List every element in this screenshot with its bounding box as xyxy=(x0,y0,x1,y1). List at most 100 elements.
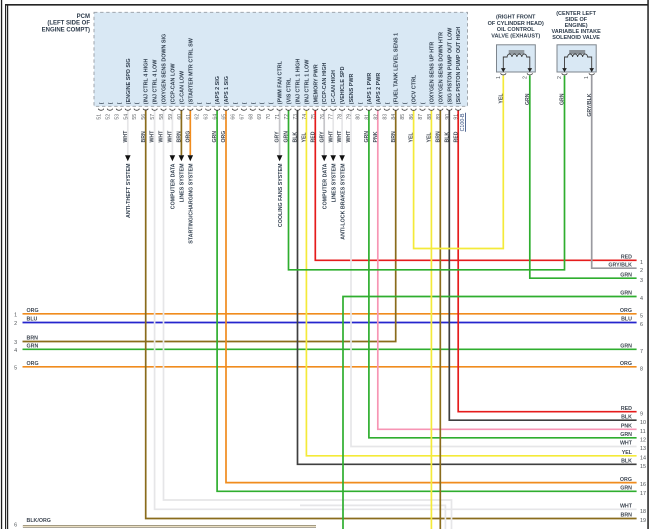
svg-text:(: ( xyxy=(197,102,203,104)
svg-text:GRN: GRN xyxy=(212,131,218,143)
svg-text:5: 5 xyxy=(640,313,643,319)
svg-text:BRN: BRN xyxy=(177,131,183,142)
svg-text:BLK: BLK xyxy=(444,132,450,143)
svg-text:ANTI-LOCK BRAKES SYSTEM: ANTI-LOCK BRAKES SYSTEM xyxy=(340,163,346,240)
svg-text:BRN: BRN xyxy=(621,513,633,519)
svg-text:17: 17 xyxy=(640,491,646,497)
svg-text:64: 64 xyxy=(213,114,219,120)
svg-text:13: 13 xyxy=(640,446,646,452)
svg-text:GRN: GRN xyxy=(620,344,632,350)
svg-text:6: 6 xyxy=(14,523,17,529)
svg-text:3: 3 xyxy=(14,340,17,346)
svg-text:57: 57 xyxy=(150,114,156,120)
svg-text:88: 88 xyxy=(427,114,433,120)
svg-text:1: 1 xyxy=(496,76,502,79)
svg-text:(VEHICLE SPD: (VEHICLE SPD xyxy=(340,66,346,104)
svg-text:BRN: BRN xyxy=(141,131,147,142)
svg-text:(: ( xyxy=(108,102,114,104)
svg-text:(OXYGEN SENS DOWN SIG: (OXYGEN SENS DOWN SIG xyxy=(162,34,168,104)
svg-text:(STARTER MTR CTRL SW: (STARTER MTR CTRL SW xyxy=(188,37,194,104)
svg-text:(INJ CTRL 4 LOW: (INJ CTRL 4 LOW xyxy=(153,59,159,104)
svg-text:87: 87 xyxy=(418,114,424,120)
svg-text:59: 59 xyxy=(168,114,174,120)
svg-text:74: 74 xyxy=(302,114,308,120)
svg-text:BLK: BLK xyxy=(621,459,632,465)
svg-text:(: ( xyxy=(251,102,257,104)
svg-text:89: 89 xyxy=(436,114,442,120)
svg-text:GRY: GRY xyxy=(319,131,325,143)
svg-text:65: 65 xyxy=(222,114,228,120)
svg-text:58: 58 xyxy=(159,114,165,120)
svg-text:66: 66 xyxy=(230,114,236,120)
svg-text:3: 3 xyxy=(640,278,643,284)
svg-text:WHT: WHT xyxy=(123,130,129,143)
svg-text:81: 81 xyxy=(364,114,370,120)
svg-text:75: 75 xyxy=(311,114,317,120)
svg-text:GRN: GRN xyxy=(620,486,632,492)
svg-text:12: 12 xyxy=(640,437,646,443)
svg-text:(: ( xyxy=(242,102,248,104)
svg-text:(: ( xyxy=(233,102,239,104)
svg-text:GRN: GRN xyxy=(620,291,632,297)
svg-text:WHT: WHT xyxy=(337,130,343,143)
svg-text:YEL: YEL xyxy=(427,132,433,143)
svg-text:51: 51 xyxy=(97,114,103,120)
svg-text:2: 2 xyxy=(14,321,17,327)
svg-text:(: ( xyxy=(260,102,266,104)
svg-text:1: 1 xyxy=(14,312,17,318)
svg-text:VARIABLE INTAKE: VARIABLE INTAKE xyxy=(551,29,601,35)
svg-text:(: ( xyxy=(206,102,212,104)
svg-text:LINES SYSTEM: LINES SYSTEM xyxy=(180,163,186,202)
svg-text:68: 68 xyxy=(248,114,254,120)
svg-text:(SIG PISTON PUMP OUT HIGH: (SIG PISTON PUMP OUT HIGH xyxy=(456,27,462,104)
svg-text:BRN: BRN xyxy=(27,336,39,342)
svg-text:(INJ CTRL 1 HIGH: (INJ CTRL 1 HIGH xyxy=(296,59,302,105)
svg-text:(: ( xyxy=(385,102,391,104)
svg-text:2: 2 xyxy=(557,76,563,79)
svg-text:GRN: GRN xyxy=(27,344,39,350)
svg-text:YEL: YEL xyxy=(499,93,505,104)
svg-text:6: 6 xyxy=(640,322,643,328)
svg-text:77: 77 xyxy=(329,114,335,120)
svg-text:ANTI-THEFT SYSTEM: ANTI-THEFT SYSTEM xyxy=(126,163,132,218)
svg-text:WHT: WHT xyxy=(620,441,633,447)
svg-text:52: 52 xyxy=(105,114,111,120)
svg-text:67: 67 xyxy=(239,114,245,120)
svg-text:ENGINE COMPT): ENGINE COMPT) xyxy=(42,27,90,33)
svg-text:(SIG PISTON PUMP OUT LOW: (SIG PISTON PUMP OUT LOW xyxy=(447,27,453,104)
svg-text:18: 18 xyxy=(640,509,646,515)
svg-text:(PWM FAN CTRL: (PWM FAN CTRL xyxy=(278,60,284,104)
svg-text:BLK: BLK xyxy=(293,132,299,143)
svg-text:WHT: WHT xyxy=(159,130,165,143)
svg-text:(C-CAN HIGH: (C-CAN HIGH xyxy=(331,70,337,104)
svg-text:16: 16 xyxy=(640,482,646,488)
svg-text:VALVE (EXHAUST): VALVE (EXHAUST) xyxy=(491,34,540,40)
svg-text:(: ( xyxy=(358,102,364,104)
svg-text:78: 78 xyxy=(338,114,344,120)
svg-text:(SENS PWR: (SENS PWR xyxy=(349,74,355,105)
svg-text:70: 70 xyxy=(266,114,272,120)
svg-text:COOLING FANS SYSTEM: COOLING FANS SYSTEM xyxy=(278,163,284,227)
svg-text:(APS 2 PWR: (APS 2 PWR xyxy=(376,73,382,105)
svg-text:79: 79 xyxy=(347,114,353,120)
svg-text:BLU: BLU xyxy=(621,317,632,323)
svg-text:(C-CAN LOW: (C-CAN LOW xyxy=(179,70,185,104)
svg-text:ORG: ORG xyxy=(185,131,191,143)
svg-text:(: ( xyxy=(117,102,123,104)
svg-text:(VIS CTRL: (VIS CTRL xyxy=(287,77,293,104)
svg-text:LINES SYSTEM: LINES SYSTEM xyxy=(331,163,337,202)
svg-text:WHT: WHT xyxy=(328,130,334,143)
svg-text:19: 19 xyxy=(640,518,646,524)
svg-text:71: 71 xyxy=(275,114,281,120)
svg-text:56: 56 xyxy=(141,114,147,120)
svg-text:GRY: GRY xyxy=(275,131,281,143)
svg-text:SOLENOID VALVE: SOLENOID VALVE xyxy=(552,35,600,41)
svg-text:72: 72 xyxy=(284,114,290,120)
svg-text:BRN: BRN xyxy=(435,131,441,142)
svg-text:GRN: GRN xyxy=(620,432,632,438)
svg-text:9: 9 xyxy=(640,411,643,417)
svg-text:ENGINE): ENGINE) xyxy=(565,23,588,29)
svg-text:WHT: WHT xyxy=(150,130,156,143)
svg-text:RED: RED xyxy=(310,131,316,142)
svg-text:C100-B: C100-B xyxy=(460,113,466,131)
